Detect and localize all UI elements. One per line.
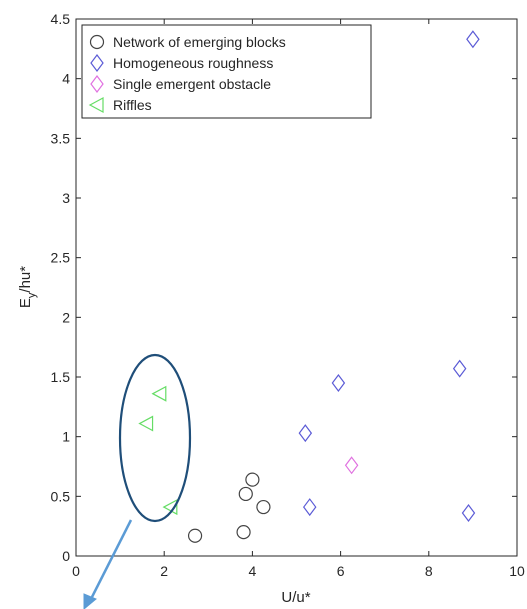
y-tick-label: 3 xyxy=(62,190,70,206)
y-axis-label-sub: y xyxy=(26,292,38,298)
legend-label: Riffles xyxy=(113,97,152,113)
legend-label: Single emergent obstacle xyxy=(113,76,271,92)
annotation-ellipse xyxy=(118,353,192,523)
annotation-arrow-shaft xyxy=(90,519,133,598)
x-tick-label: 0 xyxy=(72,563,80,579)
data-point xyxy=(302,498,317,517)
y-axis-label: Ey/hu* xyxy=(17,266,38,308)
data-points xyxy=(138,30,480,543)
legend-marker xyxy=(89,34,105,50)
data-point xyxy=(461,504,476,523)
y-tick-label: 1 xyxy=(62,429,70,445)
x-tick-label: 8 xyxy=(425,563,433,579)
x-axis-ticks: 0 2 4 6 8 10 xyxy=(72,19,525,579)
y-tick-label: 1.5 xyxy=(51,369,71,385)
data-point xyxy=(298,424,313,443)
y-tick-label: 2.5 xyxy=(51,250,71,266)
data-point xyxy=(452,359,467,378)
data-point xyxy=(466,30,480,49)
y-tick-label: 4.5 xyxy=(51,11,71,27)
y-tick-label: 4 xyxy=(62,71,70,87)
legend-marker xyxy=(90,54,104,72)
data-point xyxy=(138,415,154,432)
data-point xyxy=(238,486,253,502)
data-point xyxy=(331,373,346,392)
legend-items: Network of emerging blocks Homogeneous ro… xyxy=(88,34,286,114)
annotation-arrow-head xyxy=(83,593,97,609)
y-tick-label: 0 xyxy=(62,548,70,564)
data-point xyxy=(151,385,167,402)
x-tick-label: 2 xyxy=(160,563,168,579)
data-point xyxy=(256,499,271,515)
legend-label: Network of emerging blocks xyxy=(113,34,286,50)
y-tick-label: 2 xyxy=(62,309,70,325)
y-tick-label: 3.5 xyxy=(51,130,71,146)
x-tick-label: 10 xyxy=(509,563,525,579)
x-axis-label: U/u* xyxy=(281,589,310,606)
legend-label: Homogeneous roughness xyxy=(113,55,273,71)
x-tick-label: 4 xyxy=(249,563,257,579)
data-point xyxy=(236,525,251,540)
data-point xyxy=(162,499,178,516)
y-axis-label-main: E xyxy=(17,298,34,308)
annotations xyxy=(83,353,192,609)
legend-box xyxy=(81,24,372,119)
legend: Network of emerging blocks Homogeneous ro… xyxy=(81,24,372,119)
data-point xyxy=(344,456,359,475)
data-point xyxy=(245,472,260,487)
legend-marker xyxy=(88,96,104,114)
data-point xyxy=(187,528,203,543)
y-tick-label: 0.5 xyxy=(51,488,71,504)
y-axis-label-rest: /hu* xyxy=(17,266,34,293)
y-axis-ticks: 0 0.5 1 1.5 2 2.5 3 3.5 4 4.5 xyxy=(51,11,517,564)
x-tick-label: 6 xyxy=(337,563,345,579)
legend-marker xyxy=(90,75,104,93)
